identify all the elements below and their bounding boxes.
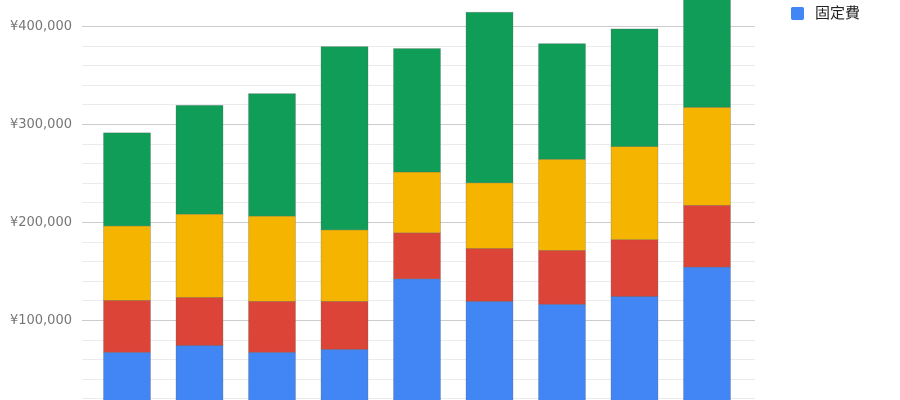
bar-segment-series-4[interactable] <box>683 0 731 108</box>
bar-segment-series-2[interactable] <box>248 300 296 353</box>
bar-segment-series-1[interactable] <box>538 303 586 400</box>
bar-segment-series-1[interactable] <box>175 345 224 400</box>
bar-segment-series-2[interactable] <box>610 239 659 297</box>
y-tick-label: ¥300,000 <box>10 117 72 132</box>
bar-segment-series-1[interactable] <box>103 351 151 400</box>
bar-segment-series-4[interactable] <box>320 46 369 231</box>
bar-segment-series-1[interactable] <box>393 278 441 400</box>
legend-swatch <box>791 7 804 20</box>
bar-segment-series-2[interactable] <box>538 250 586 305</box>
bar-segment-series-4[interactable] <box>248 93 296 217</box>
bar-segment-series-4[interactable] <box>393 48 441 173</box>
y-axis-tick-labels: ¥100,000 ¥200,000 ¥300,000 ¥400,000 <box>10 19 72 328</box>
bar-segment-series-2[interactable] <box>683 204 731 268</box>
bar-segment-series-3[interactable] <box>103 225 151 301</box>
bar-segment-series-1[interactable] <box>610 296 659 400</box>
bar-segment-series-3[interactable] <box>393 171 441 234</box>
bar-segment-series-3[interactable] <box>610 146 659 241</box>
bar-segment-series-4[interactable] <box>610 28 659 147</box>
y-tick-label: ¥100,000 <box>10 313 72 328</box>
bar-segment-series-3[interactable] <box>175 213 224 298</box>
bar-segment-series-3[interactable] <box>683 106 731 206</box>
bar-segment-series-2[interactable] <box>320 300 369 350</box>
y-tick-label: ¥200,000 <box>10 215 72 230</box>
y-tick-label: ¥400,000 <box>10 19 72 34</box>
bar-segment-series-3[interactable] <box>248 215 296 302</box>
bar-segment-series-1[interactable] <box>248 351 296 400</box>
bar-segment-series-1[interactable] <box>683 266 731 400</box>
bars <box>103 0 731 400</box>
bar-segment-series-3[interactable] <box>465 182 514 249</box>
bar-segment-series-3[interactable] <box>538 158 586 251</box>
bar-segment-series-4[interactable] <box>103 132 151 227</box>
bar-segment-series-4[interactable] <box>538 43 586 160</box>
bar-segment-series-4[interactable] <box>175 104 224 215</box>
bar-segment-series-1[interactable] <box>465 300 514 400</box>
bar-segment-series-2[interactable] <box>103 299 151 353</box>
legend-label: 固定費 <box>815 4 860 22</box>
bar-segment-series-1[interactable] <box>320 348 369 400</box>
bar-segment-series-3[interactable] <box>320 229 369 302</box>
legend: 固定費 <box>791 4 860 22</box>
bar-segment-series-2[interactable] <box>393 232 441 280</box>
bar-segment-series-2[interactable] <box>465 248 514 302</box>
bar-segment-series-4[interactable] <box>465 11 514 184</box>
bar-segment-series-2[interactable] <box>175 297 224 346</box>
